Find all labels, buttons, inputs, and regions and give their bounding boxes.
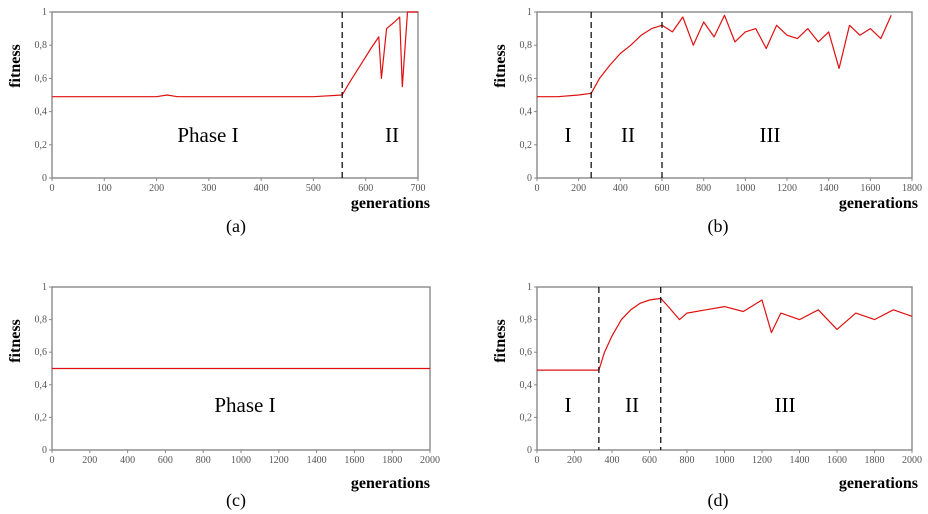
x-axis-label: generations — [351, 195, 430, 212]
y-tick-label: 0,4 — [520, 107, 533, 118]
x-tick-label: 0 — [535, 455, 540, 466]
x-tick-label: 200 — [82, 455, 97, 466]
x-tick-label: 1600 — [344, 455, 364, 466]
plot-area — [536, 286, 913, 451]
y-tick-label: 0,2 — [35, 140, 48, 151]
panel-caption: (b) — [708, 216, 729, 237]
x-tick-label: 400 — [613, 183, 628, 194]
x-tick-label: 1400 — [790, 455, 810, 466]
phase-label: II — [625, 393, 639, 417]
y-tick-label: 0 — [42, 173, 47, 184]
x-tick-label: 1000 — [231, 455, 251, 466]
y-tick-label: 0,4 — [35, 380, 48, 391]
y-tick-label: 0,8 — [520, 315, 533, 326]
x-tick-label: 300 — [201, 183, 216, 194]
x-axis-label: generations — [839, 195, 918, 212]
x-tick-label: 100 — [97, 183, 112, 194]
phase-label: III — [775, 393, 796, 417]
x-tick-label: 1200 — [269, 455, 289, 466]
x-axis-label: generations — [839, 475, 918, 492]
x-axis-label: generations — [351, 475, 430, 492]
x-tick-label: 1400 — [819, 183, 839, 194]
panel-caption: (a) — [226, 216, 246, 237]
y-tick-label: 0,2 — [520, 140, 533, 151]
y-tick-label: 0,2 — [35, 412, 48, 423]
x-tick-label: 1600 — [860, 183, 880, 194]
x-tick-label: 2000 — [420, 455, 440, 466]
chart-panel-2: 0 0,2 0,4 0,6 0,8 1 0 200 400 600 800 1000 1200 1400 1… — [492, 7, 922, 237]
y-tick-label: 1 — [42, 7, 47, 18]
x-tick-label: 400 — [605, 455, 620, 466]
y-axis-label: fitness — [7, 319, 24, 363]
x-tick-label: 600 — [358, 183, 373, 194]
x-tick-label: 200 — [571, 183, 586, 194]
x-tick-label: 800 — [680, 455, 695, 466]
x-tick-label: 0 — [50, 183, 55, 194]
x-tick-label: 500 — [306, 183, 321, 194]
x-tick-label: 1600 — [827, 455, 847, 466]
phase-label: III — [760, 123, 781, 147]
phase-label: Phase I — [177, 123, 238, 147]
fitness-series-line — [537, 14, 892, 98]
x-tick-label: 2000 — [902, 455, 922, 466]
y-axis-label: fitness — [7, 44, 24, 88]
x-tick-label: 1000 — [715, 455, 735, 466]
chart-panel-3: 0 0,2 0,4 0,6 0,8 1 0 200 400 600 800 1000 1200 1400 1… — [7, 282, 440, 511]
x-tick-label: 0 — [50, 455, 55, 466]
panel-caption: (c) — [226, 490, 246, 511]
y-tick-label: 0,6 — [520, 347, 533, 358]
fitness-series-line — [537, 297, 913, 371]
x-tick-label: 1200 — [752, 455, 772, 466]
y-tick-label: 0,6 — [35, 73, 48, 84]
phase-label: I — [565, 123, 572, 147]
x-tick-label: 600 — [642, 455, 657, 466]
y-tick-label: 0 — [527, 445, 532, 456]
y-tick-label: 1 — [527, 282, 532, 293]
y-tick-label: 1 — [527, 7, 532, 18]
x-tick-label: 1000 — [735, 183, 755, 194]
x-tick-label: 1800 — [902, 183, 922, 194]
x-tick-label: 1200 — [777, 183, 797, 194]
x-tick-label: 1800 — [382, 455, 402, 466]
phase-label: II — [385, 123, 399, 147]
phase-label: Phase I — [214, 393, 275, 417]
chart-panel-4: 0 0,2 0,4 0,6 0,8 1 0 200 400 600 800 1000 1200 1400 1… — [492, 282, 922, 511]
x-tick-label: 600 — [158, 455, 173, 466]
phase-label: II — [621, 123, 635, 147]
x-tick-label: 400 — [254, 183, 269, 194]
x-tick-label: 1400 — [307, 455, 327, 466]
x-tick-label: 600 — [655, 183, 670, 194]
x-tick-label: 200 — [149, 183, 164, 194]
y-tick-label: 0,6 — [520, 73, 533, 84]
y-axis-label: fitness — [492, 44, 509, 88]
fitness-series-line — [52, 11, 418, 98]
phase-label: I — [565, 393, 572, 417]
x-tick-label: 0 — [535, 183, 540, 194]
x-tick-label: 400 — [120, 455, 135, 466]
chart-panel-1: 0 0,2 0,4 0,6 0,8 1 0 100 200 300 400 500 600 700 Phas… — [7, 7, 430, 237]
plot-area — [536, 11, 913, 179]
y-axis-label: fitness — [492, 319, 509, 363]
y-tick-label: 0 — [527, 173, 532, 184]
x-tick-label: 700 — [411, 183, 426, 194]
y-tick-label: 0,8 — [35, 40, 48, 51]
x-tick-label: 200 — [567, 455, 582, 466]
y-tick-label: 0,6 — [35, 347, 48, 358]
y-tick-label: 0,8 — [520, 40, 533, 51]
y-tick-label: 0,8 — [35, 315, 48, 326]
x-tick-label: 800 — [196, 455, 211, 466]
panel-caption: (d) — [708, 490, 729, 511]
plot-area — [51, 11, 419, 179]
y-tick-label: 0,4 — [35, 107, 48, 118]
y-tick-label: 0,2 — [520, 412, 533, 423]
x-tick-label: 1800 — [865, 455, 885, 466]
x-tick-label: 800 — [696, 183, 711, 194]
y-tick-label: 1 — [42, 282, 47, 293]
y-tick-label: 0,4 — [520, 380, 533, 391]
y-tick-label: 0 — [42, 445, 47, 456]
